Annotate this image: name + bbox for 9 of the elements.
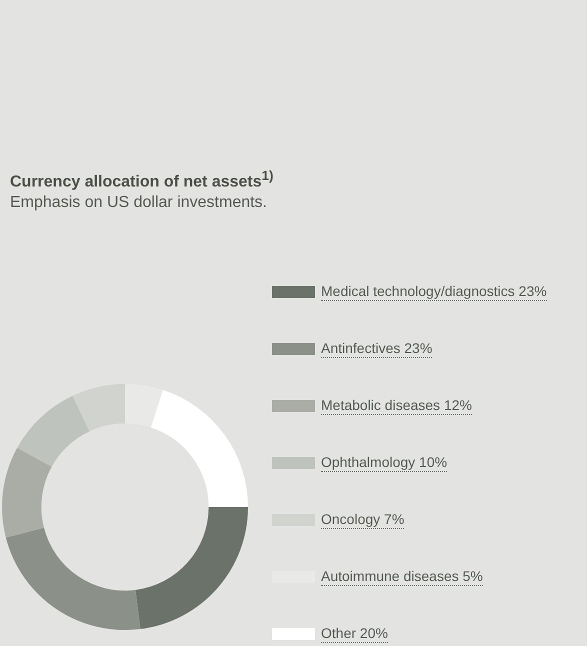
legend-label: Oncology 7% <box>321 511 404 529</box>
chart-title: Currency allocation of net assets$^{1)}$ <box>10 168 274 192</box>
legend-label: Ophthalmology 10% <box>321 454 448 472</box>
legend-label: Metabolic diseases 12% <box>321 397 472 415</box>
legend-label: Autoimmune diseases 5% <box>321 568 483 586</box>
chart-subtitle: Emphasis on US dollar investments. <box>10 194 267 212</box>
legend-label: Other 20% <box>321 625 388 643</box>
legend-label: Antinfectives 23% <box>321 340 432 358</box>
legend-label: Medical technology/diagnostics 23% <box>321 283 547 301</box>
